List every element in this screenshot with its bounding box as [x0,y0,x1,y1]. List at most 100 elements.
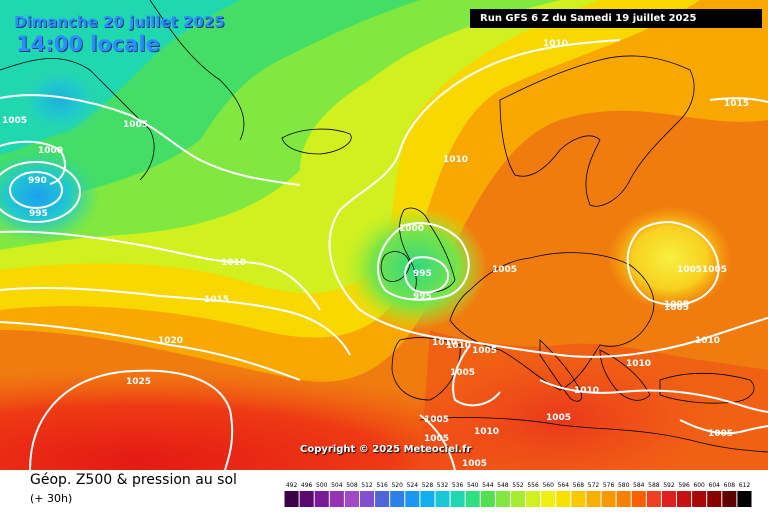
legend-swatch [375,491,390,507]
isobar-label: 1005 [424,434,449,444]
ireland-coast [380,251,411,282]
z500-low-west [0,148,100,244]
legend-tick-label: 608 [724,482,736,489]
north-africa-coast [419,417,768,453]
isobar-label: 1010 [695,336,720,346]
italy-coast [539,339,583,402]
legend-tick-label: 556 [527,482,539,489]
color-scale-legend: 492 496 500 504 508 512 516 520 524 528 532 536 540 5… [284,482,752,507]
isobar-990-low [9,171,63,209]
greenland-east-coast [149,0,245,141]
isobar-label: 1010 [474,427,499,437]
legend-swatch [329,491,344,507]
isobar-label: 1005 [492,265,517,275]
iberia-coast [391,337,461,401]
isobars [0,39,768,470]
legend-swatch [390,491,405,507]
legend-swatch [359,491,375,507]
legend-tick-label: 600 [693,482,705,489]
legend-tick-label: 508 [346,482,358,489]
legend-swatch [722,491,737,507]
legend-swatch [737,491,752,507]
isobar-1005-east-med [679,419,768,435]
isobar-label: 1010 [221,258,246,268]
legend-tick-label: 524 [407,482,419,489]
isobar-label: 1000 [38,146,63,156]
legend-tick-label: 492 [286,482,298,489]
greenland-coast [0,58,155,181]
lead-time: (+ 30h) [30,492,73,505]
isobar-label: 1005 [462,459,487,469]
legend-tick-label: 584 [633,482,645,489]
isobar-1010-med [539,379,768,413]
legend-tick-label: 528 [422,482,434,489]
black-sea-coast [659,372,755,404]
legend-tick-label: 612 [739,482,751,489]
isobar-1000-uk [376,222,470,301]
z500-low-northwest [14,62,106,138]
legend-swatch [480,491,495,507]
isobar-label: 1010 [574,386,599,396]
legend-swatch [344,491,359,507]
legend-tick-label: 532 [437,482,449,489]
isobar-label: 1005 [450,368,475,378]
isobar-label: 1025 [126,377,151,387]
legend-tick-label: 588 [648,482,660,489]
legend-tick-label: 548 [497,482,509,489]
legend-tick-label: 544 [482,482,494,489]
legend-swatch [661,491,677,507]
legend-swatch [571,491,586,507]
isobar-label: 995 [413,269,432,279]
isobar-label: 1015 [724,99,749,109]
isobar-label: 1005 [123,120,148,130]
legend-tick-label: 540 [467,482,479,489]
legend-swatch [510,491,526,507]
legend-swatch [556,491,571,507]
isobar-label: 1010 [432,338,457,348]
isobar-label: 1005 [664,303,689,313]
legend-tick-label: 552 [512,482,524,489]
isobar-label: 1010 [446,341,471,351]
isobar-1010-main [328,39,768,358]
isobar-label: 1010 [626,359,651,369]
forecast-date: Dimanche 20 juillet 2025 [14,13,225,31]
legend-tick-label: 504 [331,482,343,489]
isobar-1005-russia [626,220,720,306]
isobar-label: 1010 [443,155,468,165]
legend-tick-label: 576 [603,482,615,489]
isobar-label: 1005 [702,265,727,275]
legend-swatch [601,491,616,507]
isobar-label: 1005 [2,116,27,126]
legend-tick-label: 536 [452,482,464,489]
isobar-1005-north [0,94,301,186]
forecast-local-time: 14:00 locale [16,32,160,56]
isobar-1015-east [709,97,768,103]
legend-tick-label: 604 [709,482,721,489]
legend-swatch [677,491,692,507]
legend-swatch [420,491,435,507]
isobar-label: 1000 [399,224,424,234]
legend-swatch [707,491,722,507]
legend-swatch [616,491,631,507]
isobar-1010-africa [419,414,456,470]
legend-swatch [450,491,465,507]
legend-tick-label: 564 [558,482,570,489]
legend-swatch [541,491,556,507]
model-run-banner: Run GFS 6 Z du Samedi 19 juillet 2025 [470,9,762,28]
isobar-label: 1005 [424,415,449,425]
legend-swatch [692,491,707,507]
legend-swatch [586,491,601,507]
isobar-label: 1005 [677,265,702,275]
isobar-label: 1005 [472,346,497,356]
isobar-label: 1005 [664,300,689,310]
isobar-995-low [0,161,81,223]
legend-swatch [405,491,420,507]
balkans-coast [599,349,651,401]
central-europe-coast [449,252,655,391]
legend-tick-label: 596 [678,482,690,489]
legend-tick-label: 592 [663,482,675,489]
legend-swatch [435,491,450,507]
legend-tick-label: 512 [361,482,373,489]
